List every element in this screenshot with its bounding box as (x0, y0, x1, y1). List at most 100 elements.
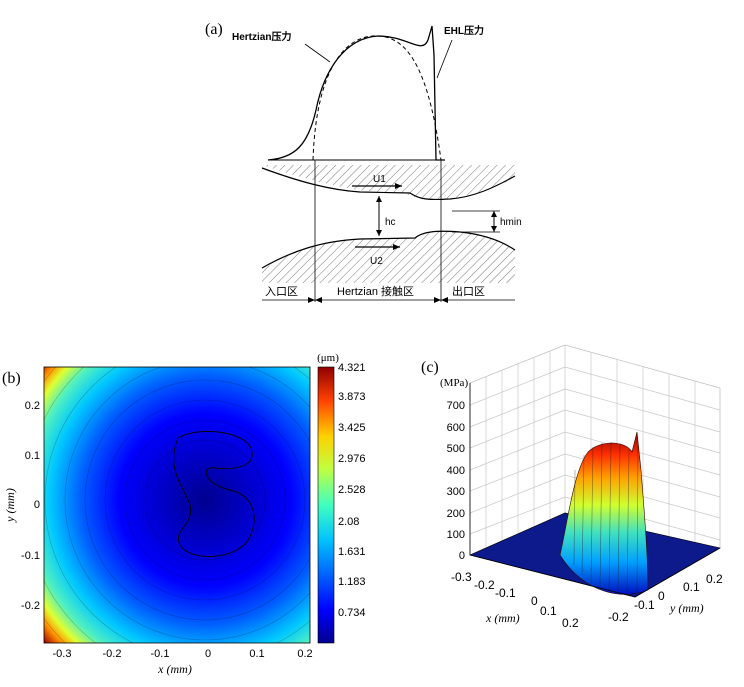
hmin-label: hmin (500, 217, 522, 228)
panel-b: (b) 0.2 0.1 0 -0.1 -0.2 (2, 352, 366, 676)
hertzian-leader-line (304, 43, 331, 63)
hmin-arrow-top (491, 211, 497, 217)
minimum-film-contour (173, 431, 255, 557)
zone-arrow-2 (315, 297, 322, 303)
ytick-c: 0.2 (706, 572, 723, 586)
contour-lines (44, 367, 310, 643)
u1-arrowhead (395, 183, 402, 189)
ztick-c: 600 (447, 422, 465, 434)
lower-surface-hatch (262, 231, 515, 283)
ztick-c: 200 (447, 508, 465, 520)
hmin-arrow-bottom (491, 226, 497, 232)
xtick-c: 0.1 (540, 604, 557, 618)
panel-a-label: (a) (205, 21, 223, 38)
colorbar-unit: (μm) (317, 352, 339, 364)
ytick-b: 0.1 (25, 450, 40, 462)
xtick-c: -0.3 (451, 570, 472, 584)
xtick-b: -0.3 (53, 648, 72, 660)
zone-arrow-3 (434, 297, 441, 303)
hertzian-pressure-label: Hertzian压力 (232, 30, 291, 43)
mesh-line (636, 444, 639, 595)
ytick-b: -0.1 (21, 550, 40, 562)
u2-label: U2 (370, 256, 383, 267)
x-axis-label-b: x (mm) (157, 662, 192, 676)
pressure-surface (559, 431, 649, 595)
zone-arrow-4 (441, 297, 448, 303)
xtick-b: 0 (205, 648, 211, 660)
mesh-line (573, 469, 576, 566)
contour-5 (64, 367, 310, 641)
z-ticks-c: 700 600 500 400 300 200 100 0 (447, 400, 465, 562)
contour-2 (124, 419, 286, 581)
film-thickness-map (44, 367, 310, 643)
contour-1 (144, 439, 266, 561)
upper-surface (261, 167, 516, 201)
hc-arrow-bottom (376, 230, 382, 236)
ytick-b: -0.2 (21, 600, 40, 612)
ehl-pressure-curve (267, 25, 445, 161)
mesh-line (608, 441, 612, 592)
colorbar (317, 366, 335, 644)
xtick-b: 0.2 (297, 648, 312, 660)
ytick-b: 0.2 (25, 400, 40, 412)
mesh-line (590, 446, 594, 584)
plot-b-frame (43, 366, 311, 644)
colorbar-tick: 1.631 (338, 546, 366, 558)
panel-c: (c) (MPa) (421, 344, 723, 630)
u1-label: U1 (373, 174, 386, 185)
panel-a: (a) Hertzian压力 EHL压力 U1 U2 hc h (205, 21, 522, 303)
panel-c-label: (c) (421, 359, 439, 376)
contact-zone-label: Hertzian 接触区 (337, 284, 414, 298)
colorbar-tick: 3.873 (338, 391, 366, 403)
y-ticks-b: 0.2 0.1 0 -0.1 -0.2 (21, 400, 40, 612)
ytick-c: 0.1 (683, 580, 700, 594)
colorbar-tick: 4.321 (338, 362, 366, 374)
ztick-c: 0 (459, 550, 465, 562)
upper-surface-hatch (262, 165, 515, 200)
pressure-peak (559, 431, 649, 595)
u2-arrowhead (393, 244, 400, 250)
y-axis-line-c (634, 547, 721, 598)
xtick-c: 0.2 (562, 616, 579, 630)
x-ticks-c: -0.3 -0.2 -0.1 0 0.1 0.2 (451, 570, 579, 630)
xtick-c: 0 (531, 594, 538, 608)
colorbar-tick: 2.08 (338, 516, 359, 528)
ytick-c: 0 (658, 589, 665, 603)
colorbar-tick: 3.425 (338, 422, 366, 434)
x-ticks-b: -0.3 -0.2 -0.1 0 0.1 0.2 (53, 648, 313, 660)
xtick-c: -0.2 (474, 578, 495, 592)
ytick-b: 0 (34, 499, 40, 511)
x-axis-label-c: x (mm) (485, 611, 520, 625)
colorbar-tick: 2.528 (338, 484, 366, 496)
lower-surface (261, 230, 516, 269)
xtick-b: 0.1 (249, 648, 264, 660)
contour-4 (84, 379, 310, 621)
hc-arrow-top (376, 196, 382, 202)
ytick-c: -0.2 (608, 610, 629, 624)
xtick-b: -0.1 (151, 648, 170, 660)
colorbar-tick: 2.976 (338, 453, 366, 465)
ytick-c: -0.1 (634, 598, 655, 612)
xtick-b: -0.2 (103, 648, 122, 660)
ztick-c: 700 (447, 400, 465, 412)
ztick-c: 400 (447, 465, 465, 477)
y-axis-label-b: y (mm) (3, 488, 17, 523)
colorbar-ticks: 4.321 3.873 3.425 2.976 2.528 2.08 1.631… (338, 362, 366, 619)
ehl-leader-line (436, 39, 453, 79)
mesh-line (617, 443, 621, 594)
outlet-zone-label: 出口区 (452, 284, 485, 298)
contour-3 (104, 399, 306, 601)
contour-6 (44, 367, 310, 643)
colorbar-tick: 0.734 (338, 607, 366, 619)
y-ticks-c: 0.2 0.1 0 -0.1 -0.2 (608, 572, 723, 624)
hertzian-pressure-curve (312, 35, 442, 161)
film-thickness-fill (44, 367, 310, 643)
colorbar-tick: 1.183 (338, 576, 366, 588)
mesh-line (599, 442, 603, 589)
z-axis-unit-c: (MPa) (440, 377, 468, 389)
surface-mesh (573, 441, 639, 595)
ztick-c: 100 (447, 529, 465, 541)
x-axis-line-c (469, 554, 636, 598)
ztick-c: 500 (447, 443, 465, 455)
